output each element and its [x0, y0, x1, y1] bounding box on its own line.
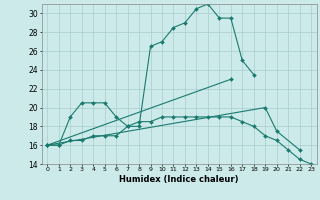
X-axis label: Humidex (Indice chaleur): Humidex (Indice chaleur)	[119, 175, 239, 184]
